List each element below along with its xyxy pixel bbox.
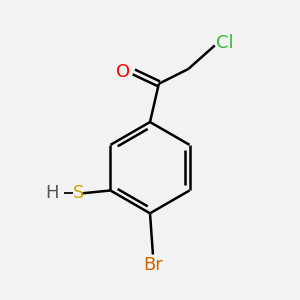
Text: Cl: Cl — [216, 34, 234, 52]
Text: S: S — [72, 184, 84, 202]
Text: H: H — [45, 184, 59, 202]
Text: O: O — [116, 63, 130, 81]
Text: Br: Br — [143, 256, 163, 274]
